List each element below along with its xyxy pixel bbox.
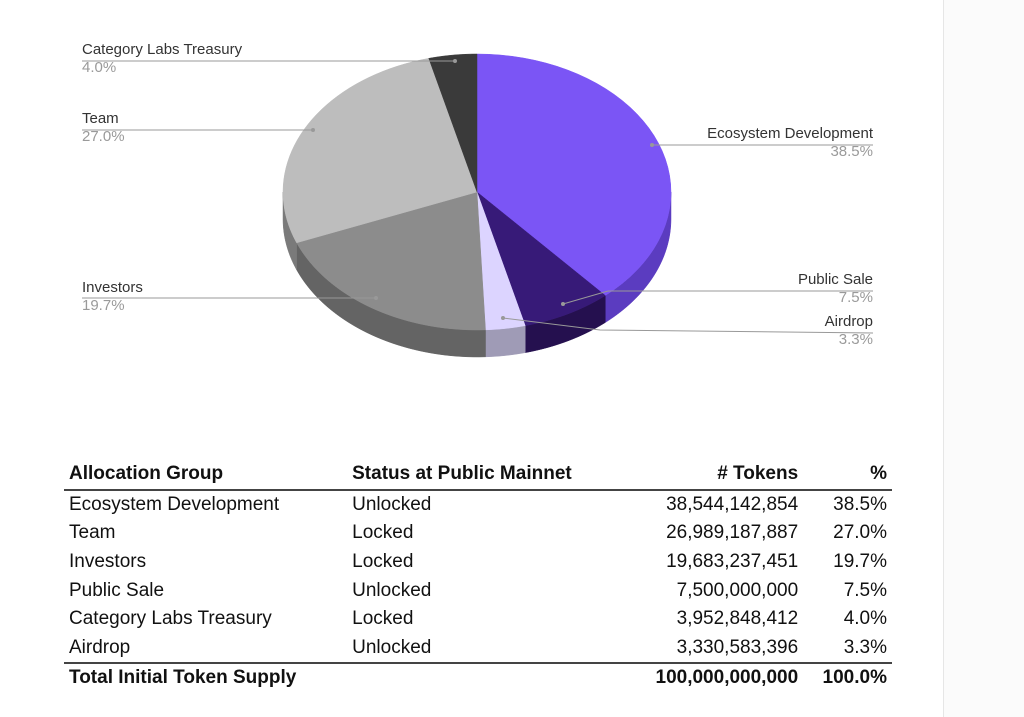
cell-group: Investors xyxy=(69,551,147,573)
cell-tokens: 3,330,583,396 xyxy=(621,633,804,665)
label-airdrop: Airdrop 3.3% xyxy=(824,313,873,348)
leader-line xyxy=(562,290,873,305)
table-row: Investors Locked 19,683,237,451 19.7% xyxy=(64,548,892,577)
cell-percent: 3.3% xyxy=(803,633,892,665)
table-row: Airdrop Unlocked 3,330,583,396 3.3% xyxy=(64,633,892,665)
table-row: Category Labs Treasury Locked 3,952,848,41… xyxy=(64,605,892,634)
pie-side-2 xyxy=(485,325,526,358)
leader-dot xyxy=(453,59,457,63)
label-public-sale: Public Sale 7.5% xyxy=(797,271,873,306)
cell-status: Unlocked xyxy=(352,579,432,601)
header-status: Status at Public Mainnet xyxy=(347,460,622,491)
pie-slice-ecosystem-development xyxy=(476,53,672,296)
allocation-table: Allocation Group Status at Public Mainne… xyxy=(64,460,892,693)
leader-line xyxy=(502,317,874,334)
total-label: Total Initial Token Supply xyxy=(69,667,297,689)
header-percent: % xyxy=(803,460,892,491)
cell-tokens: 26,989,187,887 xyxy=(666,522,799,544)
header-tokens: # Tokens xyxy=(621,460,804,491)
pie-chart xyxy=(82,53,874,358)
table-row: Ecosystem Development Unlocked 38,544,142,… xyxy=(64,490,892,520)
cell-tokens: 19,683,237,451 xyxy=(666,551,799,573)
cell-group: Team xyxy=(69,522,116,544)
cell-group: Airdrop xyxy=(64,633,348,665)
page-margin xyxy=(943,0,1024,717)
cell-status: Locked xyxy=(352,522,414,544)
cell-percent: 19.7% xyxy=(833,551,887,573)
label-ecosystem-development: Ecosystem Development 38.5% xyxy=(707,125,873,160)
header-allocation-group: Allocation Group xyxy=(64,460,348,491)
pie-slice-team xyxy=(282,58,478,244)
leader-dot xyxy=(561,302,565,306)
cell-status: Locked xyxy=(352,551,414,573)
total-tokens: 100,000,000,000 xyxy=(655,667,799,689)
leader-dot xyxy=(650,143,654,147)
cell-group: Category Labs Treasury xyxy=(69,608,272,630)
pie-slice-public-sale xyxy=(476,191,606,326)
cell-group: Ecosystem Development xyxy=(69,493,280,515)
table-row: Public Sale Unlocked 7,500,000,000 7.5% xyxy=(64,576,892,605)
cell-status: Unlocked xyxy=(352,493,432,515)
cell-status: Locked xyxy=(352,608,414,630)
cell-status: Unlocked xyxy=(347,633,622,665)
label-investors: Investors 19.7% xyxy=(82,279,143,314)
total-percent: 100.0% xyxy=(822,667,887,689)
leader-dot xyxy=(311,128,315,132)
label-team: Team 27.0% xyxy=(82,110,125,145)
label-category-labs-treasury: Category Labs Treasury 4.0% xyxy=(82,41,243,76)
total-row: Total Initial Token Supply 100,000,000,00… xyxy=(64,663,892,693)
cell-tokens: 3,952,848,412 xyxy=(676,608,799,630)
pie-slice-category-labs-treasury xyxy=(428,53,478,193)
pie-slice-investors xyxy=(296,191,486,331)
cell-percent: 38.5% xyxy=(833,493,887,515)
table-row: Team Locked 26,989,187,887 27.0% xyxy=(64,519,892,548)
cell-tokens: 7,500,000,000 xyxy=(676,579,799,601)
leader-dot xyxy=(374,296,378,300)
cell-percent: 4.0% xyxy=(843,608,887,630)
cell-percent: 7.5% xyxy=(843,579,887,601)
table-header-row: Allocation Group Status at Public Mainne… xyxy=(64,460,892,491)
cell-group: Public Sale xyxy=(69,579,165,601)
cell-percent: 27.0% xyxy=(833,522,887,544)
leader-dot xyxy=(501,316,505,320)
pie-slice-airdrop xyxy=(476,191,526,331)
total-status xyxy=(347,663,621,693)
cell-tokens: 38,544,142,854 xyxy=(666,493,799,515)
